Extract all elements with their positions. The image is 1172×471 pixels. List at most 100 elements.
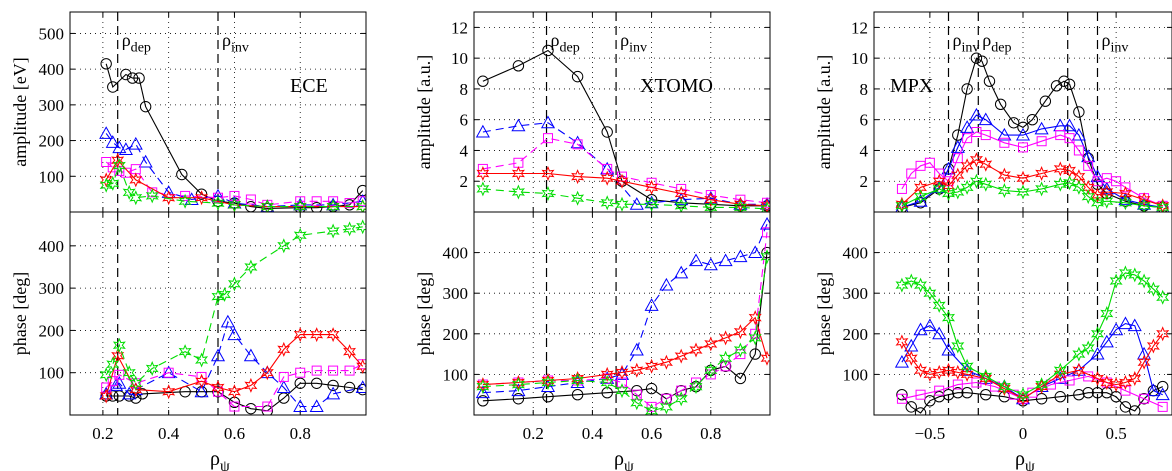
- data-point: [600, 374, 614, 391]
- data-point: [356, 358, 366, 374]
- data-point: [106, 175, 120, 191]
- data-point: [932, 173, 946, 189]
- data-point: [629, 342, 644, 356]
- data-point: [194, 384, 209, 398]
- data-point: [327, 379, 339, 392]
- y-tick-label: 6: [860, 111, 869, 130]
- data-point: [961, 386, 973, 399]
- y-tick-label: 300: [39, 279, 65, 298]
- data-point: [99, 177, 113, 193]
- data-point: [914, 179, 928, 195]
- y-axis-label: amplitude [eV]: [10, 57, 30, 166]
- data-point: [733, 196, 747, 212]
- series-line: [105, 320, 363, 408]
- series-line: [105, 363, 363, 408]
- data-point: [703, 257, 718, 271]
- data-point: [915, 389, 926, 400]
- data-point: [759, 197, 770, 210]
- data-point: [1129, 405, 1141, 415]
- data-point: [1128, 370, 1142, 387]
- data-point: [262, 401, 273, 412]
- data-point: [980, 389, 992, 401]
- data-point: [277, 238, 291, 254]
- data-point: [997, 381, 1011, 397]
- data-point: [1100, 305, 1114, 322]
- data-point: [904, 273, 918, 289]
- data-point: [130, 392, 142, 404]
- data-point: [1083, 160, 1094, 171]
- data-point: [675, 384, 687, 397]
- reference-line-label: ρdep: [122, 30, 151, 55]
- data-point: [572, 139, 583, 150]
- reference-line-label: ρinv: [620, 30, 648, 55]
- data-point: [1156, 289, 1170, 305]
- data-point: [922, 318, 937, 332]
- data-point: [511, 377, 525, 393]
- data-point: [571, 70, 584, 83]
- y-tick-label: 100: [843, 365, 869, 384]
- data-point: [1026, 113, 1039, 126]
- data-point: [748, 310, 762, 326]
- data-point: [1157, 401, 1168, 412]
- data-point: [512, 60, 525, 72]
- data-point: [229, 401, 240, 412]
- y-tick-label: 8: [460, 80, 469, 99]
- data-point: [195, 373, 209, 389]
- data-point: [326, 386, 341, 400]
- data-point: [111, 152, 125, 168]
- data-point: [952, 379, 963, 390]
- chart-panel-3: 2 4 6 8 10 12 amplitude [a.u.] MPX 100 200 300 400 p…: [814, 11, 1172, 471]
- data-point: [1018, 142, 1028, 153]
- data-point: [278, 371, 289, 382]
- data-point: [477, 163, 488, 174]
- data-point: [227, 327, 242, 341]
- data-point: [734, 372, 747, 385]
- data-point: [924, 157, 935, 168]
- data-point: [220, 314, 235, 328]
- y-tick-label: 12: [851, 18, 868, 37]
- data-point: [99, 367, 113, 383]
- data-point: [1118, 265, 1132, 281]
- data-point: [971, 377, 982, 388]
- data-point: [477, 395, 489, 407]
- data-point: [749, 348, 761, 360]
- series-line: [106, 164, 363, 208]
- x-tick-label: 0.4: [158, 424, 180, 443]
- series-line: [105, 226, 363, 385]
- data-point: [976, 55, 988, 67]
- data-point: [311, 365, 322, 376]
- data-point: [180, 190, 191, 201]
- data-point: [1034, 121, 1049, 135]
- data-point: [1036, 136, 1047, 147]
- data-point: [1099, 334, 1114, 348]
- data-point: [1081, 189, 1095, 205]
- data-point: [162, 190, 176, 206]
- data-point: [543, 133, 553, 144]
- data-point: [293, 327, 307, 343]
- data-point: [126, 72, 139, 84]
- axes-frame: [873, 211, 1172, 416]
- data-point: [512, 393, 525, 405]
- data-point: [906, 168, 917, 179]
- data-point: [951, 338, 965, 354]
- data-point: [1063, 175, 1077, 191]
- chart-panel-1: 100 200 300 400 500 amplitude [eV] ECE 100 200 30…: [10, 11, 367, 471]
- data-point: [760, 201, 770, 212]
- panel-annotation: XTOMO: [640, 75, 713, 97]
- data-point: [688, 253, 704, 267]
- data-point: [979, 370, 993, 387]
- data-point: [720, 361, 731, 372]
- chart-panel-2: 2 4 6 8 10 12 amplitude [a.u.] XTOMO 100 200 300 40…: [414, 11, 771, 471]
- series-layer: [99, 219, 366, 415]
- data-point: [136, 388, 149, 400]
- x-axis-label: ρψ: [614, 448, 634, 471]
- y-tick-label: 300: [39, 96, 65, 115]
- bottom-subplot: 100 200 300 400 phase [deg]: [414, 211, 771, 416]
- data-point: [896, 389, 908, 401]
- data-point: [674, 391, 688, 407]
- x-tick-label: 0: [1019, 424, 1028, 443]
- data-point: [326, 223, 340, 239]
- data-point: [1072, 362, 1086, 378]
- data-point: [244, 259, 258, 275]
- data-point: [1137, 198, 1151, 212]
